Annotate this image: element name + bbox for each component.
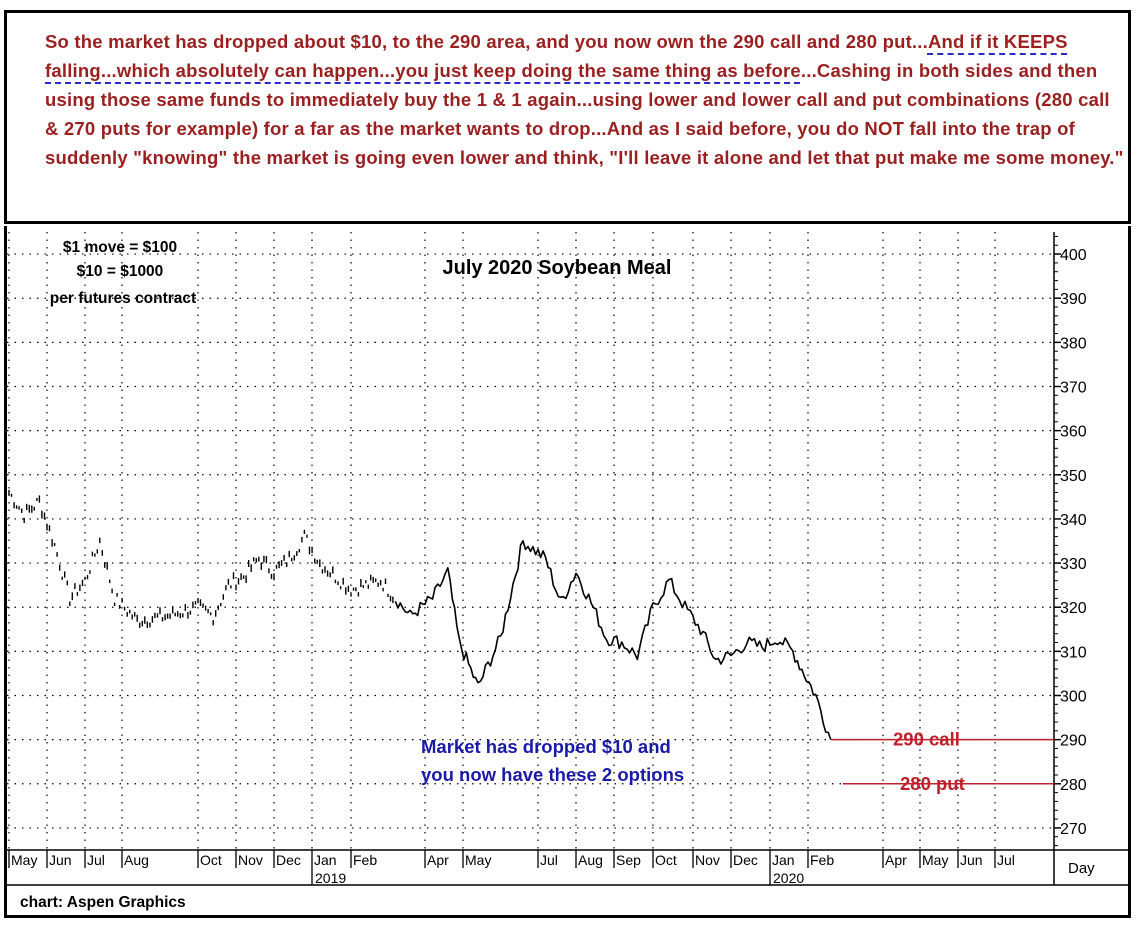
annotation-text: So the market has dropped about $10, to … — [45, 27, 1125, 172]
x-tick-label: Feb — [353, 852, 377, 868]
y-tick-label: 350 — [1060, 468, 1087, 485]
option-label-put: 280 put — [900, 773, 965, 794]
x-tick-label: Sep — [616, 852, 641, 868]
y-tick-label: 280 — [1060, 777, 1087, 794]
annotation-box: So the market has dropped about $10, to … — [4, 10, 1131, 224]
year-label: 2020 — [773, 870, 804, 886]
y-tick-label: 290 — [1060, 733, 1087, 750]
x-tick-label: Jul — [540, 852, 558, 868]
y-tick-label: 330 — [1060, 556, 1087, 573]
chart-credit: chart: Aspen Graphics — [20, 894, 186, 911]
year-label: 2019 — [315, 870, 346, 886]
x-tick-label: May — [922, 852, 948, 868]
annotation-part-3: ...Cashing in both sides and then using … — [45, 60, 1124, 168]
x-tick-label: Jul — [997, 852, 1015, 868]
x-axis-unit-label: Day — [1068, 860, 1095, 877]
price-series — [8, 489, 832, 740]
info-line-1: $1 move = $100 — [63, 239, 177, 256]
x-tick-label: Feb — [810, 852, 834, 868]
x-tick-label: Aug — [124, 852, 149, 868]
x-tick-label: Dec — [733, 852, 758, 868]
x-tick-label: Apr — [427, 852, 449, 868]
y-tick-label: 400 — [1060, 247, 1087, 264]
x-tick-label: Nov — [238, 852, 263, 868]
x-tick-label: Oct — [655, 852, 677, 868]
callout-line-1: Market has dropped $10 and — [421, 736, 671, 757]
chart-title: July 2020 Soybean Meal — [442, 257, 671, 279]
chart-frame — [4, 226, 1131, 918]
y-tick-label: 390 — [1060, 291, 1087, 308]
x-tick-label: Aug — [578, 852, 603, 868]
option-lines: 290 call 280 put — [830, 729, 1054, 794]
price-line — [394, 540, 832, 740]
x-tick-label: May — [465, 852, 491, 868]
y-tick-label: 360 — [1060, 424, 1087, 441]
y-tick-label: 310 — [1060, 644, 1087, 661]
y-tick-label: 270 — [1060, 821, 1087, 838]
x-tick-label: Nov — [695, 852, 720, 868]
x-tick-label: Dec — [276, 852, 301, 868]
annotation-part-1: So the market has dropped about $10, to … — [45, 31, 928, 52]
x-tick-label: Oct — [200, 852, 222, 868]
y-tick-label: 370 — [1060, 380, 1087, 397]
y-tick-label: 380 — [1060, 335, 1087, 352]
callout-line-2: you now have these 2 options — [421, 764, 684, 785]
y-tick-label: 320 — [1060, 600, 1087, 617]
x-tick-label: Jun — [49, 852, 72, 868]
y-tick-label: 340 — [1060, 512, 1087, 529]
x-tick-label: Jan — [772, 852, 795, 868]
x-tick-label: Jul — [87, 852, 105, 868]
x-tick-label: Jan — [314, 852, 337, 868]
y-tick-label: 300 — [1060, 689, 1087, 706]
option-label-call: 290 call — [893, 729, 960, 750]
x-tick-label: Apr — [885, 852, 907, 868]
x-tick-label: May — [11, 852, 37, 868]
info-line-2: $10 = $1000 — [77, 263, 164, 280]
annotation-part-2-emphasis: And if it KEEPS falling...which absolute… — [45, 31, 1068, 81]
chart-axes: 400 390 380 370 360 350 340 330 320 310 300 290 280 2… — [4, 232, 1131, 886]
info-line-3: per futures contract — [50, 290, 196, 307]
chart-grid — [7, 232, 1054, 850]
x-tick-label: Jun — [960, 852, 983, 868]
